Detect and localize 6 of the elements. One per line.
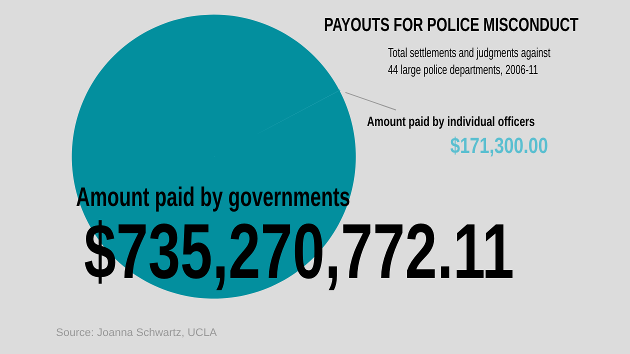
chart-title: PAYOUTS FOR POLICE MISCONDUCT <box>324 14 580 36</box>
slice-label: Amount paid by individual officers <box>367 114 536 130</box>
data-label: $171,300.00 <box>450 134 548 159</box>
text: Total settlements and judgments against 44 large police departments, 2006-11 <box>388 46 552 78</box>
slice-label: Amount paid by governments <box>76 182 350 212</box>
source-note: Source: Joanna Schwartz, UCLA <box>56 327 218 339</box>
